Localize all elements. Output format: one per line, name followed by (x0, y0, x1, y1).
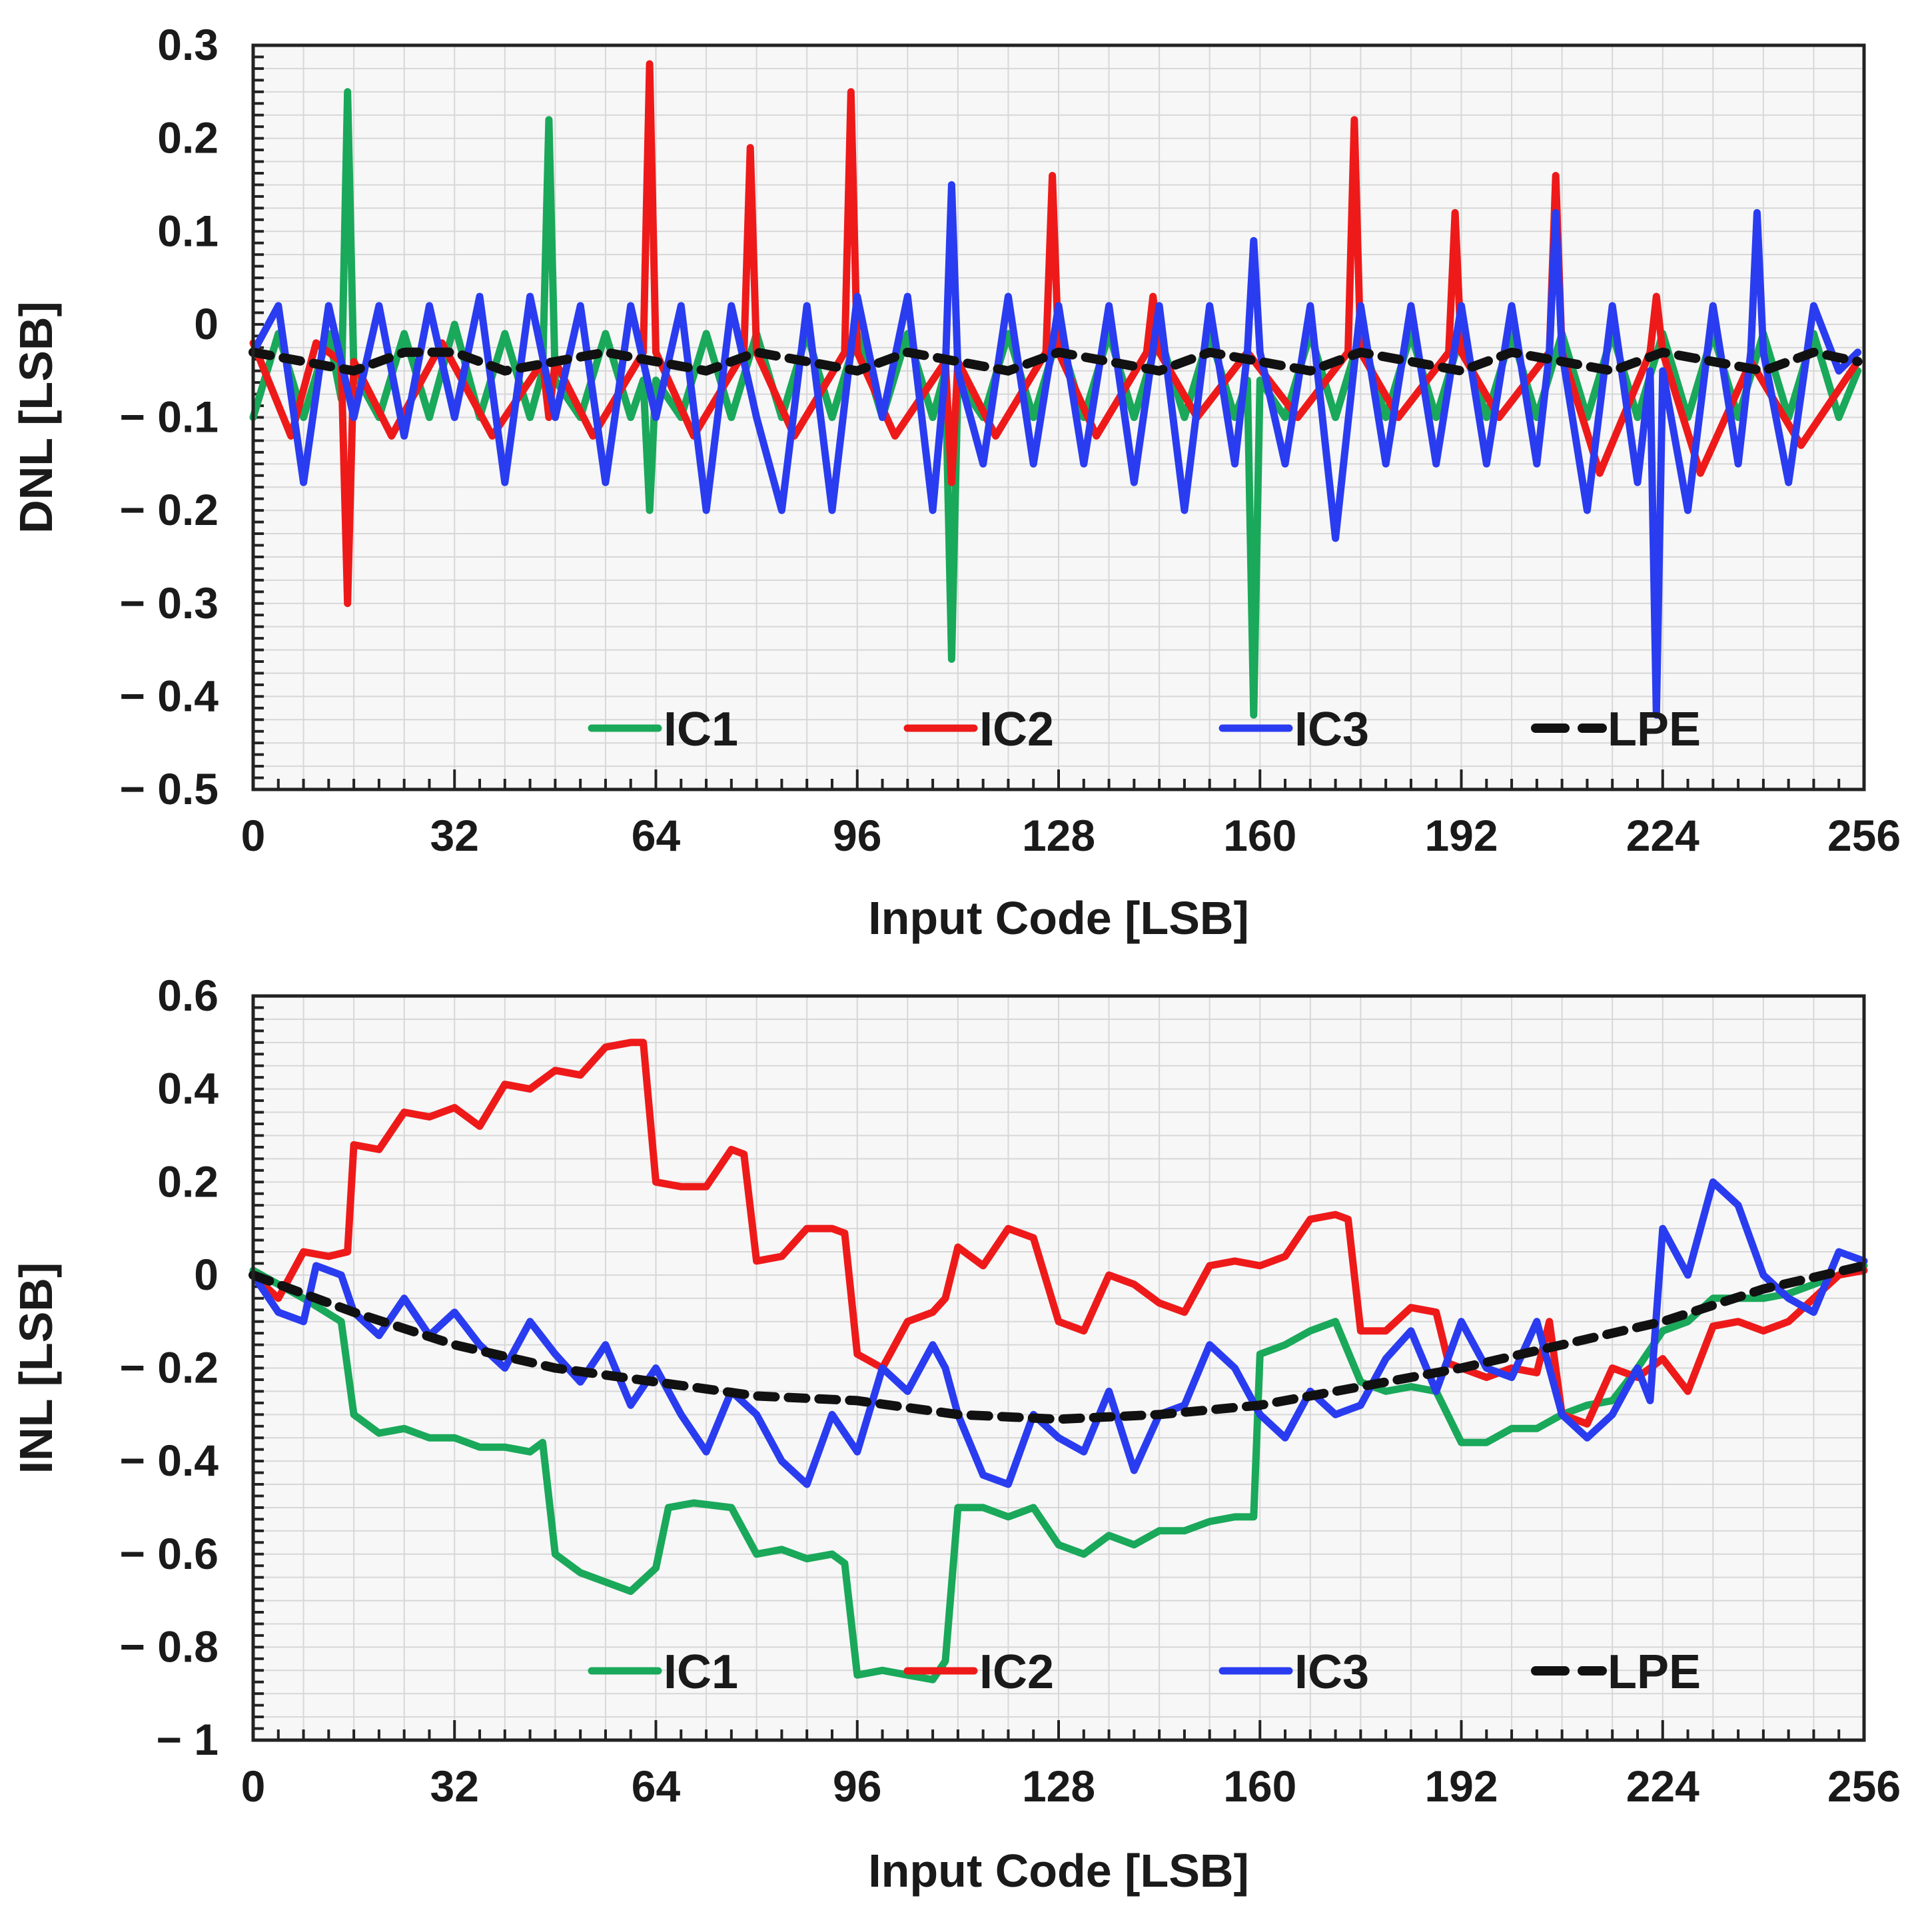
inl-plot-frame (251, 994, 1866, 1742)
inl-x-tick-label: 32 (430, 1761, 479, 1811)
inl-series-lpe (248, 1260, 1869, 1424)
inl-x-tick-label: 192 (1424, 1761, 1498, 1811)
inl-y-tick-label: 0.4 (157, 1064, 219, 1113)
inl-x-tick-label: 224 (1626, 1761, 1699, 1811)
dnl-y-tick-label: − 0.1 (119, 392, 219, 442)
dnl-legend-label-ic1: IC1 (664, 703, 738, 756)
inl-x-tick-label: 256 (1827, 1761, 1901, 1811)
inl-y-tick-label: − 0.8 (119, 1622, 219, 1671)
inl-x-tick-label: 96 (833, 1761, 881, 1811)
inl-series-ic3 (249, 1178, 1868, 1488)
inl-legend-label-ic3: IC3 (1294, 1646, 1369, 1699)
dnl-y-tick-label: − 0.2 (119, 485, 219, 534)
inl-chart: 0 32 64 96 128 160 192 224 256 − 1 − 0.8 − 0.6 − 0.4… (10, 971, 1901, 1897)
inl-y-tick-label: − 0.4 (119, 1436, 219, 1485)
inl-x-tick-label: 128 (1022, 1761, 1095, 1811)
dnl-x-tick-label: 160 (1223, 811, 1296, 860)
dnl-y-tick-label: − 0.4 (119, 671, 219, 720)
dnl-x-tick-label: 32 (430, 811, 479, 860)
dnl-series-ic3 (249, 181, 1862, 719)
dnl-x-tick-label: 64 (632, 811, 681, 860)
inl-legend-label-ic1: IC1 (664, 1646, 738, 1699)
inl-series-ic1 (249, 1262, 1868, 1684)
inl-y-tick-label: − 0.6 (119, 1529, 219, 1578)
dnl-legend-label-lpe: LPE (1608, 703, 1701, 756)
inl-y-tick-label: − 0.2 (119, 1343, 219, 1392)
inl-x-axis-title: Input Code [LSB] (868, 1845, 1249, 1897)
dnl-y-tick-label: 0 (194, 299, 219, 348)
inl-y-tick-label: − 1 (156, 1715, 219, 1764)
inl-y-axis-title: INL [LSB] (10, 1262, 62, 1474)
dnl-chart: 0 32 64 96 128 160 192 224 256 − 0.5 − 0.4 − 0.3 − 0… (10, 20, 1901, 944)
dnl-x-tick-label: 192 (1424, 811, 1498, 860)
dnl-legend-label-ic3: IC3 (1294, 703, 1369, 756)
dnl-x-tick-label: 0 (241, 811, 266, 860)
dnl-x-tick-label: 224 (1626, 811, 1699, 860)
dnl-y-axis-title: DNL [LSB] (10, 301, 62, 534)
inl-x-tick-label: 64 (632, 1761, 681, 1811)
inl-x-tick-label: 0 (241, 1761, 266, 1811)
inl-legend-label-lpe: LPE (1608, 1646, 1701, 1699)
dnl-legend-label-ic2: IC2 (979, 703, 1054, 756)
dnl-legend: IC1 IC2 IC3 LPE (588, 703, 1701, 756)
dnl-plot-frame (251, 43, 1866, 791)
inl-y-tick-label: 0.6 (157, 971, 219, 1020)
inl-y-tick-label: 0 (194, 1250, 219, 1299)
dnl-y-tick-label: 0.1 (157, 206, 219, 255)
dnl-x-tick-label: 96 (833, 811, 881, 860)
inl-y-tick-label: 0.2 (157, 1157, 219, 1206)
dnl-y-tick-label: − 0.5 (119, 764, 219, 813)
dnl-y-tick-label: 0.3 (157, 20, 219, 69)
inl-legend-label-ic2: IC2 (979, 1646, 1054, 1699)
dnl-x-tick-label: 256 (1827, 811, 1901, 860)
inl-legend: IC1 IC2 IC3 LPE (588, 1646, 1701, 1699)
dnl-x-tick-label: 128 (1022, 811, 1095, 860)
dnl-y-tick-label: 0.2 (157, 113, 219, 163)
dnl-series-lpe (248, 347, 1863, 376)
dnl-y-tick-label: − 0.3 (119, 578, 219, 628)
inl-x-tick-label: 160 (1223, 1761, 1296, 1811)
dnl-x-axis-title: Input Code [LSB] (868, 892, 1249, 944)
